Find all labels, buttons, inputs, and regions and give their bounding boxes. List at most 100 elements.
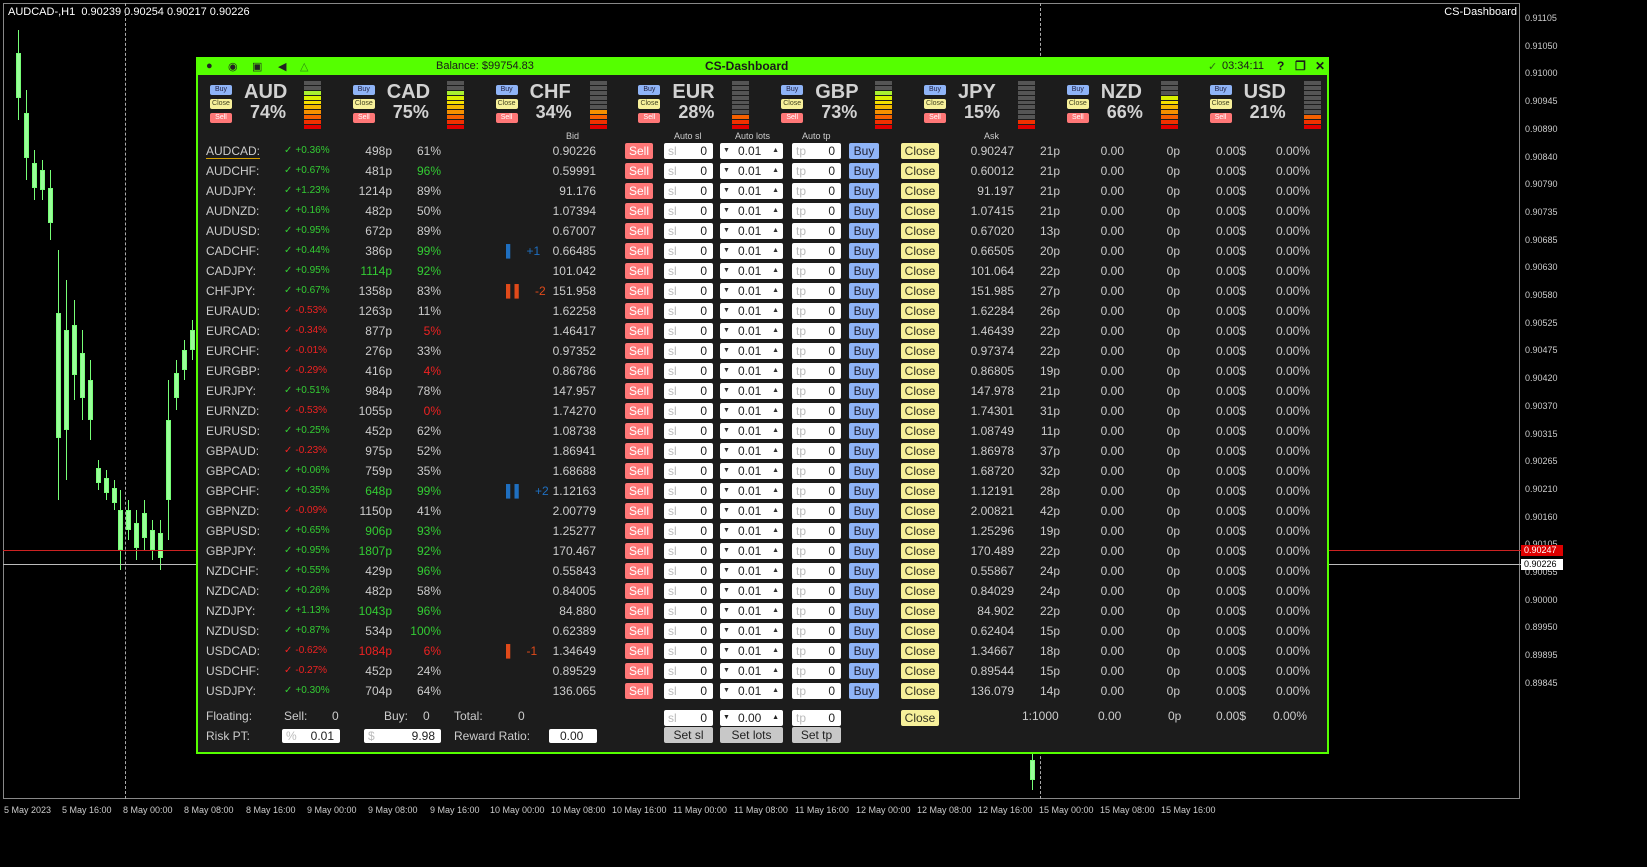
close-button[interactable]: Close bbox=[901, 383, 939, 399]
sl-input[interactable]: sl 0 bbox=[664, 623, 713, 639]
buy-button[interactable]: Buy bbox=[849, 523, 879, 539]
close-all-button[interactable]: Close bbox=[901, 710, 939, 726]
sell-button[interactable]: Sell bbox=[625, 543, 653, 559]
lots-down-icon[interactable]: ▼ bbox=[723, 627, 730, 634]
pair-symbol[interactable]: EURJPY: bbox=[206, 384, 257, 398]
currency-sell-button[interactable]: Sell bbox=[1066, 113, 1089, 123]
currency-close-button[interactable]: Close bbox=[924, 99, 946, 109]
currency-buy-button[interactable]: Buy bbox=[495, 85, 518, 95]
tp-input[interactable]: tp 0 bbox=[792, 383, 841, 399]
lots-down-icon[interactable]: ▼ bbox=[723, 714, 730, 721]
tp-input[interactable]: tp 0 bbox=[792, 183, 841, 199]
close-window-button[interactable]: ✕ bbox=[1315, 59, 1326, 73]
lots-stepper[interactable]: ▼ 0.01 ▲ bbox=[720, 643, 783, 659]
tp-input[interactable]: tp 0 bbox=[792, 263, 841, 279]
sl-input[interactable]: sl 0 bbox=[664, 503, 713, 519]
lots-stepper[interactable]: ▼ 0.01 ▲ bbox=[720, 143, 783, 159]
buy-button[interactable]: Buy bbox=[849, 463, 879, 479]
tp-input[interactable]: tp 0 bbox=[792, 643, 841, 659]
currency-sell-button[interactable]: Sell bbox=[638, 113, 661, 123]
sell-button[interactable]: Sell bbox=[625, 623, 653, 639]
buy-button[interactable]: Buy bbox=[849, 603, 879, 619]
sl-input[interactable]: sl 0 bbox=[664, 683, 713, 699]
close-button[interactable]: Close bbox=[901, 363, 939, 379]
buy-button[interactable]: Buy bbox=[849, 623, 879, 639]
lots-up-icon[interactable]: ▲ bbox=[772, 507, 779, 514]
sell-button[interactable]: Sell bbox=[625, 463, 653, 479]
sell-button[interactable]: Sell bbox=[625, 223, 653, 239]
pair-symbol[interactable]: USDCHF: bbox=[206, 664, 260, 678]
lots-up-icon[interactable]: ▲ bbox=[772, 527, 779, 534]
lots-down-icon[interactable]: ▼ bbox=[723, 207, 730, 214]
pair-symbol[interactable]: NZDUSD: bbox=[206, 624, 260, 638]
lots-up-icon[interactable]: ▲ bbox=[772, 307, 779, 314]
pair-symbol[interactable]: AUDJPY: bbox=[206, 184, 257, 198]
lots-down-icon[interactable]: ▼ bbox=[723, 347, 730, 354]
lots-stepper[interactable]: ▼ 0.01 ▲ bbox=[720, 423, 783, 439]
sl-input[interactable]: sl 0 bbox=[664, 363, 713, 379]
lots-down-icon[interactable]: ▼ bbox=[723, 647, 730, 654]
alert-bell-icon[interactable]: △ bbox=[300, 61, 309, 73]
buy-button[interactable]: Buy bbox=[849, 423, 879, 439]
lots-down-icon[interactable]: ▼ bbox=[723, 667, 730, 674]
pair-symbol[interactable]: EURNZD: bbox=[206, 404, 260, 418]
sell-button[interactable]: Sell bbox=[625, 503, 653, 519]
sound-icon[interactable]: ◀ bbox=[278, 61, 287, 73]
risk-percent-input[interactable]: % 0.01 bbox=[282, 729, 340, 743]
tp-input[interactable]: tp 0 bbox=[792, 243, 841, 259]
buy-button[interactable]: Buy bbox=[849, 363, 879, 379]
buy-button[interactable]: Buy bbox=[849, 563, 879, 579]
currency-close-button[interactable]: Close bbox=[1066, 99, 1089, 109]
lots-down-icon[interactable]: ▼ bbox=[723, 687, 730, 694]
sell-button[interactable]: Sell bbox=[625, 563, 653, 579]
currency-sell-button[interactable]: Sell bbox=[210, 113, 232, 123]
tp-input[interactable]: tp 0 bbox=[792, 403, 841, 419]
tp-input[interactable]: tp 0 bbox=[792, 503, 841, 519]
buy-button[interactable]: Buy bbox=[849, 283, 879, 299]
lots-up-icon[interactable]: ▲ bbox=[772, 487, 779, 494]
tp-input[interactable]: tp 0 bbox=[792, 583, 841, 599]
lots-up-icon[interactable]: ▲ bbox=[772, 207, 779, 214]
set-lots-button[interactable]: Set lots bbox=[720, 727, 783, 743]
currency-buy-button[interactable]: Buy bbox=[352, 85, 375, 95]
sell-button[interactable]: Sell bbox=[625, 143, 653, 159]
buy-button[interactable]: Buy bbox=[849, 343, 879, 359]
lots-up-icon[interactable]: ▲ bbox=[772, 367, 779, 374]
lots-up-icon[interactable]: ▲ bbox=[772, 567, 779, 574]
lots-down-icon[interactable]: ▼ bbox=[723, 187, 730, 194]
lots-down-icon[interactable]: ▼ bbox=[723, 607, 730, 614]
buy-button[interactable]: Buy bbox=[849, 643, 879, 659]
pair-symbol[interactable]: NZDCAD: bbox=[206, 584, 260, 598]
close-button[interactable]: Close bbox=[901, 643, 939, 659]
sl-input[interactable]: sl 0 bbox=[664, 603, 713, 619]
pair-symbol[interactable]: CADJPY: bbox=[206, 264, 257, 278]
tp-input[interactable]: tp 0 bbox=[792, 343, 841, 359]
buy-button[interactable]: Buy bbox=[849, 403, 879, 419]
tp-input[interactable]: tp 0 bbox=[792, 283, 841, 299]
tp-input[interactable]: tp 0 bbox=[792, 663, 841, 679]
tp-input[interactable]: tp 0 bbox=[792, 323, 841, 339]
currency-sell-button[interactable]: Sell bbox=[781, 113, 804, 123]
pair-symbol[interactable]: GBPCAD: bbox=[206, 464, 261, 478]
lots-down-icon[interactable]: ▼ bbox=[723, 427, 730, 434]
close-button[interactable]: Close bbox=[901, 603, 939, 619]
sell-button[interactable]: Sell bbox=[625, 403, 653, 419]
currency-buy-button[interactable]: Buy bbox=[1209, 85, 1232, 95]
sl-input[interactable]: sl 0 bbox=[664, 203, 713, 219]
currency-buy-button[interactable]: Buy bbox=[924, 85, 946, 95]
sl-input[interactable]: sl 0 bbox=[664, 463, 713, 479]
help-button[interactable]: ? bbox=[1277, 59, 1285, 73]
pair-symbol[interactable]: EURGBP: bbox=[206, 364, 261, 378]
lots-down-icon[interactable]: ▼ bbox=[723, 467, 730, 474]
tp-input[interactable]: tp 0 bbox=[792, 363, 841, 379]
lots-up-icon[interactable]: ▲ bbox=[772, 167, 779, 174]
sell-button[interactable]: Sell bbox=[625, 363, 653, 379]
lots-stepper[interactable]: ▼ 0.01 ▲ bbox=[720, 623, 783, 639]
global-sl-input[interactable]: sl 0 bbox=[664, 710, 713, 726]
currency-buy-button[interactable]: Buy bbox=[210, 85, 232, 95]
sl-input[interactable]: sl 0 bbox=[664, 303, 713, 319]
pair-symbol[interactable]: AUDUSD: bbox=[206, 224, 261, 238]
close-button[interactable]: Close bbox=[901, 303, 939, 319]
lots-down-icon[interactable]: ▼ bbox=[723, 447, 730, 454]
buy-button[interactable]: Buy bbox=[849, 483, 879, 499]
